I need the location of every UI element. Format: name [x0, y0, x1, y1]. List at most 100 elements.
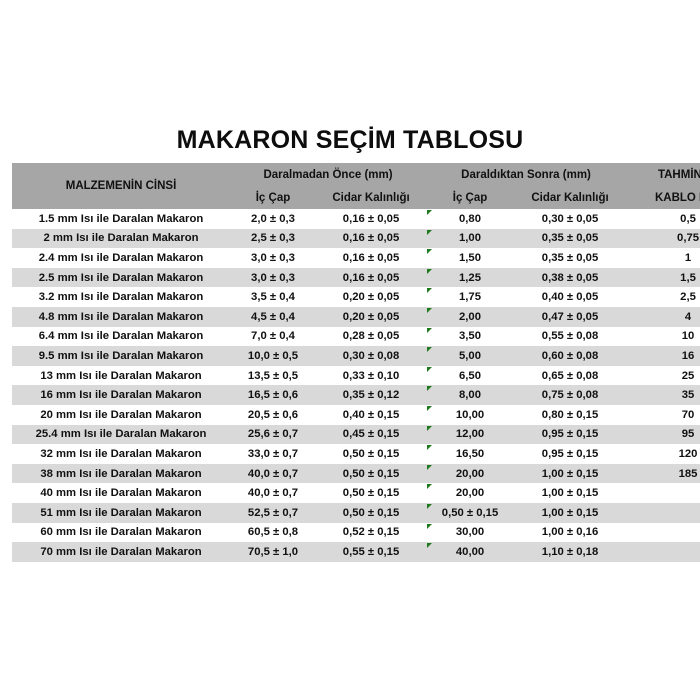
green-corner-marker-icon — [427, 249, 433, 255]
cell-wall-thickness-before: 0,30 ± 0,08 — [316, 346, 427, 366]
green-corner-marker-icon — [427, 210, 433, 215]
cell-spacer — [626, 228, 658, 249]
table-row: 13 mm Isı ile Daralan Makaron 13,5 ± 0,5 0… — [12, 365, 700, 386]
cell-wall-thickness-before: 0,16 ± 0,05 — [316, 209, 427, 229]
table-row: 4.8 mm Isı ile Daralan Makaron 4,5 ± 0,4 0… — [12, 306, 700, 327]
cell-inner-diameter-before: 13,5 ± 0,5 — [230, 365, 316, 386]
cell-wall-thickness-after: 0,55 ± 0,08 — [514, 326, 627, 347]
header-wall-thickness-before: Cidar Kalınlığı — [316, 186, 427, 209]
cell-wall-thickness-before: 0,45 ± 0,15 — [316, 424, 427, 445]
cell-spacer — [626, 404, 658, 425]
cell-inner-diameter-before: 4,5 ± 0,4 — [230, 306, 316, 327]
cell-material: 25.4 mm Isı ile Daralan Makaron — [12, 424, 230, 445]
cell-wall-thickness-after: 1,00 ± 0,15 — [514, 502, 627, 523]
cell-cable-usage-min: 0,5 — [657, 209, 700, 229]
table-row: 20 mm Isı ile Daralan Makaron 20,5 ± 0,6 0… — [12, 404, 700, 425]
cell-wall-thickness-after: 1,00 ± 0,15 — [514, 483, 627, 503]
cell-spacer — [626, 346, 658, 366]
cell-wall-thickness-before: 0,20 ± 0,05 — [316, 287, 427, 307]
cell-cable-usage-min: 2,5 — [657, 287, 700, 307]
cell-inner-diameter-after: 10,00 — [426, 404, 515, 425]
table-filler-cell — [426, 561, 515, 582]
table-filler-row — [12, 561, 700, 582]
cell-cable-usage-min — [657, 502, 700, 523]
cell-cable-usage-min: 1 — [657, 248, 700, 268]
cell-cable-usage-min: 70 — [657, 404, 700, 425]
cell-inner-diameter-after: 16,50 — [426, 444, 515, 464]
cell-cable-usage-min: 95 — [657, 424, 700, 445]
cell-material: 2.4 mm Isı ile Daralan Makaron — [12, 248, 230, 268]
cell-wall-thickness-before: 0,52 ± 0,15 — [316, 522, 427, 543]
cell-material: 2.5 mm Isı ile Daralan Makaron — [12, 267, 230, 288]
cell-cable-usage-min: 25 — [657, 365, 700, 386]
table-header: MALZEMENİN CİNSİ Daralmadan Önce (mm) Da… — [12, 163, 700, 209]
cell-inner-diameter-before: 3,0 ± 0,3 — [230, 267, 316, 288]
cell-spacer — [626, 306, 658, 327]
cell-spacer — [626, 502, 658, 523]
cell-wall-thickness-before: 0,28 ± 0,05 — [316, 326, 427, 347]
cell-wall-thickness-before: 0,50 ± 0,15 — [316, 502, 427, 523]
cell-spacer — [626, 463, 658, 484]
cell-inner-diameter-before: 2,5 ± 0,3 — [230, 228, 316, 249]
table-filler-cell — [626, 561, 658, 582]
cell-inner-diameter-after: 20,00 — [426, 483, 515, 503]
green-corner-marker-icon — [427, 229, 433, 235]
header-group-estimate: TAHMİNİDİR (mm) — [626, 163, 700, 186]
cell-material: 51 mm Isı ile Daralan Makaron — [12, 502, 230, 523]
table-filler-cell — [12, 561, 230, 582]
cell-inner-diameter-after: 6,50 — [426, 365, 515, 386]
green-corner-marker-icon — [427, 268, 433, 274]
green-corner-marker-icon — [427, 327, 433, 333]
cell-spacer — [626, 483, 658, 503]
cell-cable-usage-min: 1,5 — [657, 267, 700, 288]
cell-inner-diameter-after: 8,00 — [426, 385, 515, 405]
header-material: MALZEMENİN CİNSİ — [12, 163, 230, 209]
cell-inner-diameter-before: 25,6 ± 0,7 — [230, 424, 316, 445]
cell-material: 20 mm Isı ile Daralan Makaron — [12, 404, 230, 425]
cell-wall-thickness-after: 0,60 ± 0,08 — [514, 346, 627, 366]
cell-wall-thickness-after: 1,10 ± 0,18 — [514, 542, 627, 562]
cell-material: 70 mm Isı ile Daralan Makaron — [12, 542, 230, 562]
header-cable-usage: KABLO KULLANIM — [626, 186, 700, 209]
table-row: 9.5 mm Isı ile Daralan Makaron 10,0 ± 0,5… — [12, 346, 700, 366]
makaron-selection-table-container: MALZEMENİN CİNSİ Daralmadan Önce (mm) Da… — [12, 163, 700, 582]
cell-wall-thickness-after: 1,00 ± 0,16 — [514, 522, 627, 543]
table-filler-cell — [657, 561, 700, 582]
cell-spacer — [626, 248, 658, 268]
table-filler-cell — [316, 561, 427, 582]
cell-inner-diameter-before: 3,5 ± 0,4 — [230, 287, 316, 307]
table-row: 2 mm Isı ile Daralan Makaron 2,5 ± 0,3 0,1… — [12, 228, 700, 249]
cell-material: 2 mm Isı ile Daralan Makaron — [12, 228, 230, 249]
cell-wall-thickness-before: 0,50 ± 0,15 — [316, 444, 427, 464]
page-title: MAKARON SEÇİM TABLOSU — [176, 126, 524, 154]
green-corner-marker-icon — [427, 386, 433, 392]
cell-inner-diameter-after: 40,00 — [426, 542, 515, 562]
cell-inner-diameter-after: 30,00 — [426, 522, 515, 543]
cell-material: 40 mm Isı ile Daralan Makaron — [12, 483, 230, 503]
table-row: 32 mm Isı ile Daralan Makaron 33,0 ± 0,7 0… — [12, 444, 700, 464]
cell-wall-thickness-after: 0,47 ± 0,05 — [514, 306, 627, 327]
green-corner-marker-icon — [427, 523, 433, 529]
cell-wall-thickness-before: 0,50 ± 0,15 — [316, 463, 427, 484]
green-corner-marker-icon — [427, 445, 433, 451]
cell-inner-diameter-before: 60,5 ± 0,8 — [230, 522, 316, 543]
cell-material: 3.2 mm Isı ile Daralan Makaron — [12, 287, 230, 307]
cell-inner-diameter-after: 1,75 — [426, 287, 515, 307]
table-row: 2.4 mm Isı ile Daralan Makaron 3,0 ± 0,3 0… — [12, 248, 700, 268]
cell-cable-usage-min: 35 — [657, 385, 700, 405]
cell-spacer — [626, 267, 658, 288]
cell-inner-diameter-before: 7,0 ± 0,4 — [230, 326, 316, 347]
cell-inner-diameter-after: 2,00 — [426, 306, 515, 327]
header-group-before: Daralmadan Önce (mm) — [230, 163, 427, 186]
green-corner-marker-icon — [427, 543, 433, 549]
cell-wall-thickness-after: 0,95 ± 0,15 — [514, 444, 627, 464]
header-inner-diameter-after: İç Çap — [426, 186, 515, 209]
cell-spacer — [626, 287, 658, 307]
cell-inner-diameter-before: 40,0 ± 0,7 — [230, 463, 316, 484]
cell-wall-thickness-after: 0,35 ± 0,05 — [514, 248, 627, 268]
header-group-after: Daraldıktan Sonra (mm) — [426, 163, 627, 186]
cell-spacer — [626, 209, 658, 229]
cell-inner-diameter-before: 3,0 ± 0,3 — [230, 248, 316, 268]
cell-material: 1.5 mm Isı ile Daralan Makaron — [12, 209, 230, 229]
cell-cable-usage-min: 0,75 — [657, 228, 700, 249]
